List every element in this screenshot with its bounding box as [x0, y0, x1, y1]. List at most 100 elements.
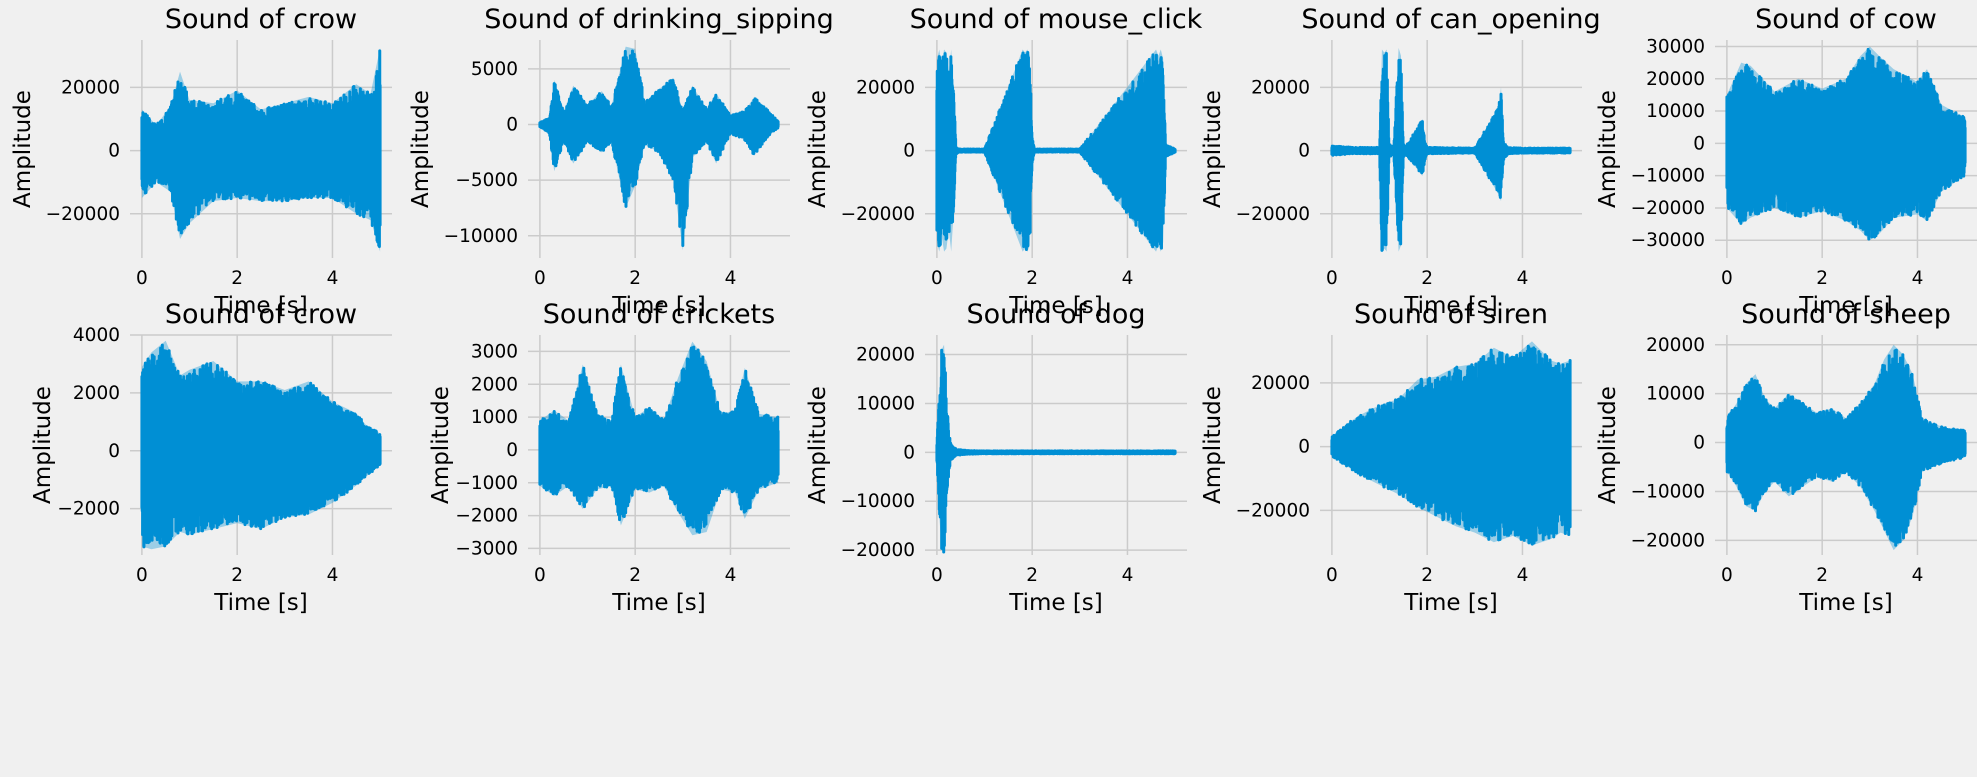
y-tick-label: 0 — [1693, 433, 1705, 454]
x-axis-label: Time [s] — [213, 590, 308, 616]
x-tick-label: 2 — [1026, 565, 1038, 586]
waveform-envelope — [539, 341, 779, 536]
waveform-series — [1330, 51, 1572, 252]
waveform-envelope — [141, 47, 381, 252]
waveform-series — [935, 51, 1177, 251]
y-axis-label: Amplitude — [805, 386, 831, 504]
y-tick-label: 20000 — [61, 77, 120, 98]
subplot-8: 0 2 4 −20000 −10000 0 10000 20000 Sound of dog Ti… — [805, 299, 1187, 616]
subplot-1: 0 2 4 −20000 0 20000 Sound of crow Time [s] Ampl… — [10, 4, 392, 319]
subplot-title: Sound of mouse_click — [910, 4, 1203, 35]
waveform-envelope — [1726, 46, 1966, 241]
x-tick-label: 4 — [725, 565, 737, 586]
y-tick-label: −10000 — [444, 226, 518, 247]
subplot-title: Sound of crow — [165, 4, 357, 35]
waveform-envelope — [1331, 47, 1571, 252]
y-tick-label: 1000 — [471, 407, 518, 428]
waveform-series — [1725, 47, 1967, 241]
subplot-title: Sound of sheep — [1741, 299, 1951, 330]
y-tick-label: 20000 — [1251, 373, 1310, 394]
y-tick-label: −20000 — [1236, 204, 1310, 225]
subplot-10: 0 2 4 −20000 −10000 0 10000 20000 Sound of sheep… — [1595, 299, 1977, 616]
x-tick-label: 2 — [1816, 268, 1828, 289]
x-tick-label: 0 — [931, 565, 943, 586]
x-tick-label: 4 — [1912, 565, 1924, 586]
waveform-envelope — [936, 344, 1176, 553]
y-tick-label: −5000 — [455, 170, 518, 191]
y-tick-label: 30000 — [1646, 36, 1705, 57]
y-tick-label: 20000 — [856, 77, 915, 98]
y-tick-label: 0 — [506, 115, 518, 136]
y-tick-label: 20000 — [1251, 77, 1310, 98]
waveform-envelope — [1726, 344, 1966, 551]
y-tick-label: −10000 — [841, 491, 915, 512]
y-tick-label: −30000 — [1631, 230, 1705, 251]
x-tick-label: 4 — [1517, 565, 1529, 586]
y-tick-label: 20000 — [1646, 335, 1705, 356]
subplot-2: 0 2 4 −10000 −5000 0 5000 Sound of drinking_sip… — [408, 4, 834, 319]
x-tick-label: 0 — [1326, 268, 1338, 289]
y-tick-label: −20000 — [46, 204, 120, 225]
x-tick-label: 4 — [1517, 268, 1529, 289]
y-axis-label: Amplitude — [1595, 386, 1621, 504]
x-tick-label: 0 — [136, 565, 148, 586]
subplot-title: Sound of crickets — [543, 299, 775, 330]
x-tick-label: 4 — [327, 268, 339, 289]
x-axis-label: Time [s] — [1403, 590, 1498, 616]
y-tick-label: −20000 — [1631, 198, 1705, 219]
y-tick-label: −20000 — [1236, 500, 1310, 521]
x-tick-label: 0 — [1721, 565, 1733, 586]
y-axis-label: Amplitude — [408, 90, 434, 208]
y-tick-label: 10000 — [1646, 101, 1705, 122]
y-axis-label: Amplitude — [1200, 386, 1226, 504]
y-tick-label: 10000 — [1646, 384, 1705, 405]
y-tick-label: −10000 — [1631, 166, 1705, 187]
x-tick-label: 0 — [534, 268, 546, 289]
y-tick-label: −2000 — [455, 506, 518, 527]
waveform-series — [140, 49, 382, 249]
x-axis-label: Time [s] — [1798, 590, 1893, 616]
y-tick-label: 20000 — [1646, 69, 1705, 90]
waveform-series — [1725, 348, 1967, 547]
subplot-4: 0 2 4 −20000 0 20000 Sound of can_opening Time … — [1200, 4, 1601, 319]
y-tick-label: 4000 — [73, 325, 120, 346]
x-tick-label: 4 — [327, 565, 339, 586]
y-tick-label: 0 — [903, 442, 915, 463]
x-axis-label: Time [s] — [1403, 293, 1498, 319]
y-tick-label: 3000 — [471, 341, 518, 362]
waveform-series — [935, 348, 1177, 554]
x-tick-label: 4 — [725, 268, 737, 289]
y-tick-label: 0 — [506, 440, 518, 461]
x-tick-label: 2 — [629, 565, 641, 586]
x-tick-label: 2 — [1421, 268, 1433, 289]
y-tick-label: −10000 — [1631, 481, 1705, 502]
x-tick-label: 4 — [1912, 268, 1924, 289]
x-tick-label: 4 — [1122, 268, 1134, 289]
y-axis-label: Amplitude — [1200, 90, 1226, 208]
y-tick-label: −3000 — [455, 538, 518, 559]
x-tick-label: 2 — [231, 565, 243, 586]
y-axis-label: Amplitude — [805, 90, 831, 208]
x-tick-label: 2 — [1421, 565, 1433, 586]
x-axis-label: Time [s] — [611, 293, 706, 319]
x-axis-label: Time [s] — [1008, 293, 1103, 319]
x-tick-label: 0 — [1326, 565, 1338, 586]
subplot-title: Sound of cow — [1755, 4, 1937, 35]
x-axis-label: Time [s] — [1798, 293, 1893, 319]
x-tick-label: 2 — [1026, 268, 1038, 289]
waveform-envelope — [1331, 341, 1571, 546]
subplot-title: Sound of drinking_sipping — [484, 4, 834, 35]
y-tick-label: 2000 — [73, 383, 120, 404]
y-axis-label: Amplitude — [428, 386, 454, 504]
y-tick-label: −20000 — [1631, 530, 1705, 551]
y-tick-label: −20000 — [841, 540, 915, 561]
y-tick-label: −1000 — [455, 473, 518, 494]
y-tick-label: 2000 — [471, 374, 518, 395]
y-tick-label: 10000 — [856, 393, 915, 414]
y-tick-label: 0 — [108, 441, 120, 462]
subplot-title: Sound of dog — [966, 299, 1145, 330]
x-tick-label: 2 — [629, 268, 641, 289]
y-axis-label: Amplitude — [1595, 90, 1621, 208]
y-axis-label: Amplitude — [10, 90, 36, 208]
